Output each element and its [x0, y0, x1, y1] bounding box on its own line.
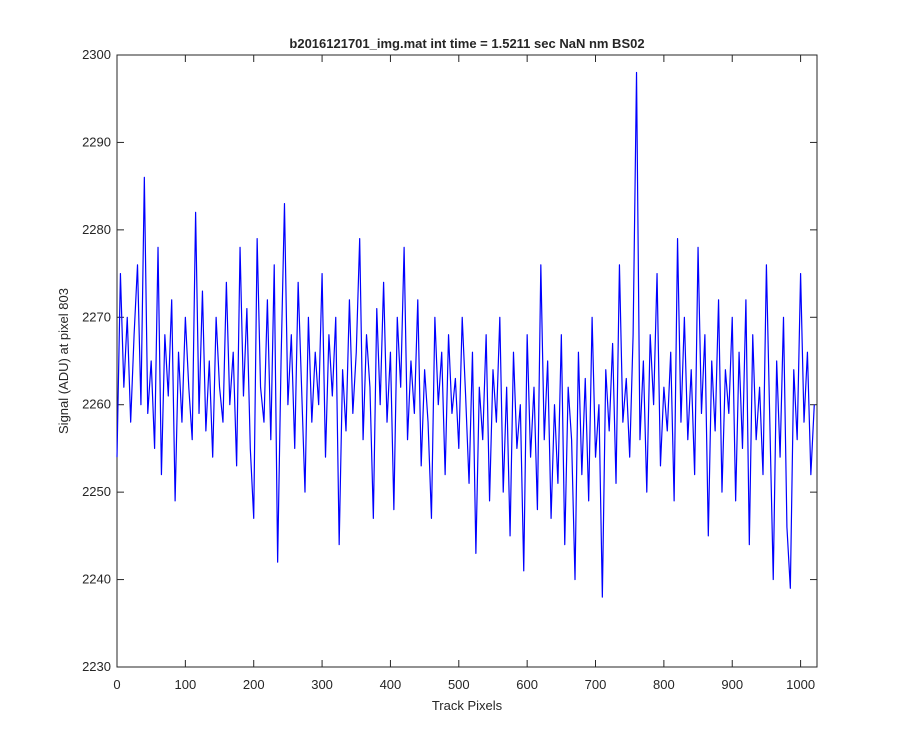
- x-tick-label: 600: [516, 677, 538, 692]
- x-tick-label: 200: [243, 677, 265, 692]
- y-tick-label: 2240: [82, 572, 111, 587]
- x-tick-label: 0: [113, 677, 120, 692]
- y-tick-label: 2230: [82, 659, 111, 674]
- plot-box: [116, 54, 818, 668]
- x-axis-label: Track Pixels: [432, 698, 503, 713]
- x-tick-label: 800: [653, 677, 675, 692]
- y-tick-label: 2280: [82, 222, 111, 237]
- y-tick-label: 2300: [82, 47, 111, 62]
- x-tick-label: 500: [448, 677, 470, 692]
- y-tick-label: 2290: [82, 134, 111, 149]
- y-axis-label: Signal (ADU) at pixel 803: [56, 288, 71, 434]
- x-tick-label: 900: [721, 677, 743, 692]
- chart-title: b2016121701_img.mat int time = 1.5211 se…: [289, 36, 644, 51]
- x-tick-label: 1000: [786, 677, 815, 692]
- y-tick-label: 2270: [82, 309, 111, 324]
- x-tick-label: 400: [380, 677, 402, 692]
- y-tick-label: 2250: [82, 484, 111, 499]
- x-tick-label: 300: [311, 677, 333, 692]
- y-tick-label: 2260: [82, 397, 111, 412]
- line-series: [116, 71, 815, 598]
- x-tick-label: 100: [175, 677, 197, 692]
- x-tick-label: 700: [585, 677, 607, 692]
